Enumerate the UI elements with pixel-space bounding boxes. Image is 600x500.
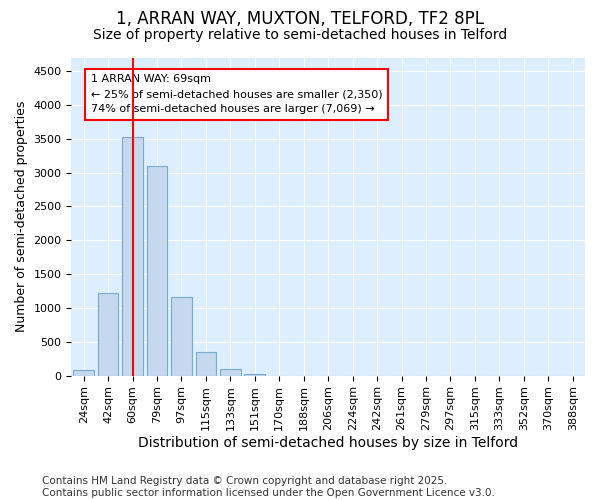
Text: Contains HM Land Registry data © Crown copyright and database right 2025.
Contai: Contains HM Land Registry data © Crown c… [42, 476, 495, 498]
X-axis label: Distribution of semi-detached houses by size in Telford: Distribution of semi-detached houses by … [138, 436, 518, 450]
Bar [244, 374, 265, 376]
Bar [196, 352, 217, 376]
Bar [220, 369, 241, 376]
Y-axis label: Number of semi-detached properties: Number of semi-detached properties [15, 101, 28, 332]
Bar [122, 138, 143, 376]
Bar [171, 297, 192, 376]
Text: Size of property relative to semi-detached houses in Telford: Size of property relative to semi-detach… [93, 28, 507, 42]
Bar [73, 370, 94, 376]
Text: 1, ARRAN WAY, MUXTON, TELFORD, TF2 8PL: 1, ARRAN WAY, MUXTON, TELFORD, TF2 8PL [116, 10, 484, 28]
Text: 1 ARRAN WAY: 69sqm
← 25% of semi-detached houses are smaller (2,350)
74% of semi: 1 ARRAN WAY: 69sqm ← 25% of semi-detache… [91, 74, 383, 114]
Bar [146, 166, 167, 376]
Bar [98, 293, 118, 376]
